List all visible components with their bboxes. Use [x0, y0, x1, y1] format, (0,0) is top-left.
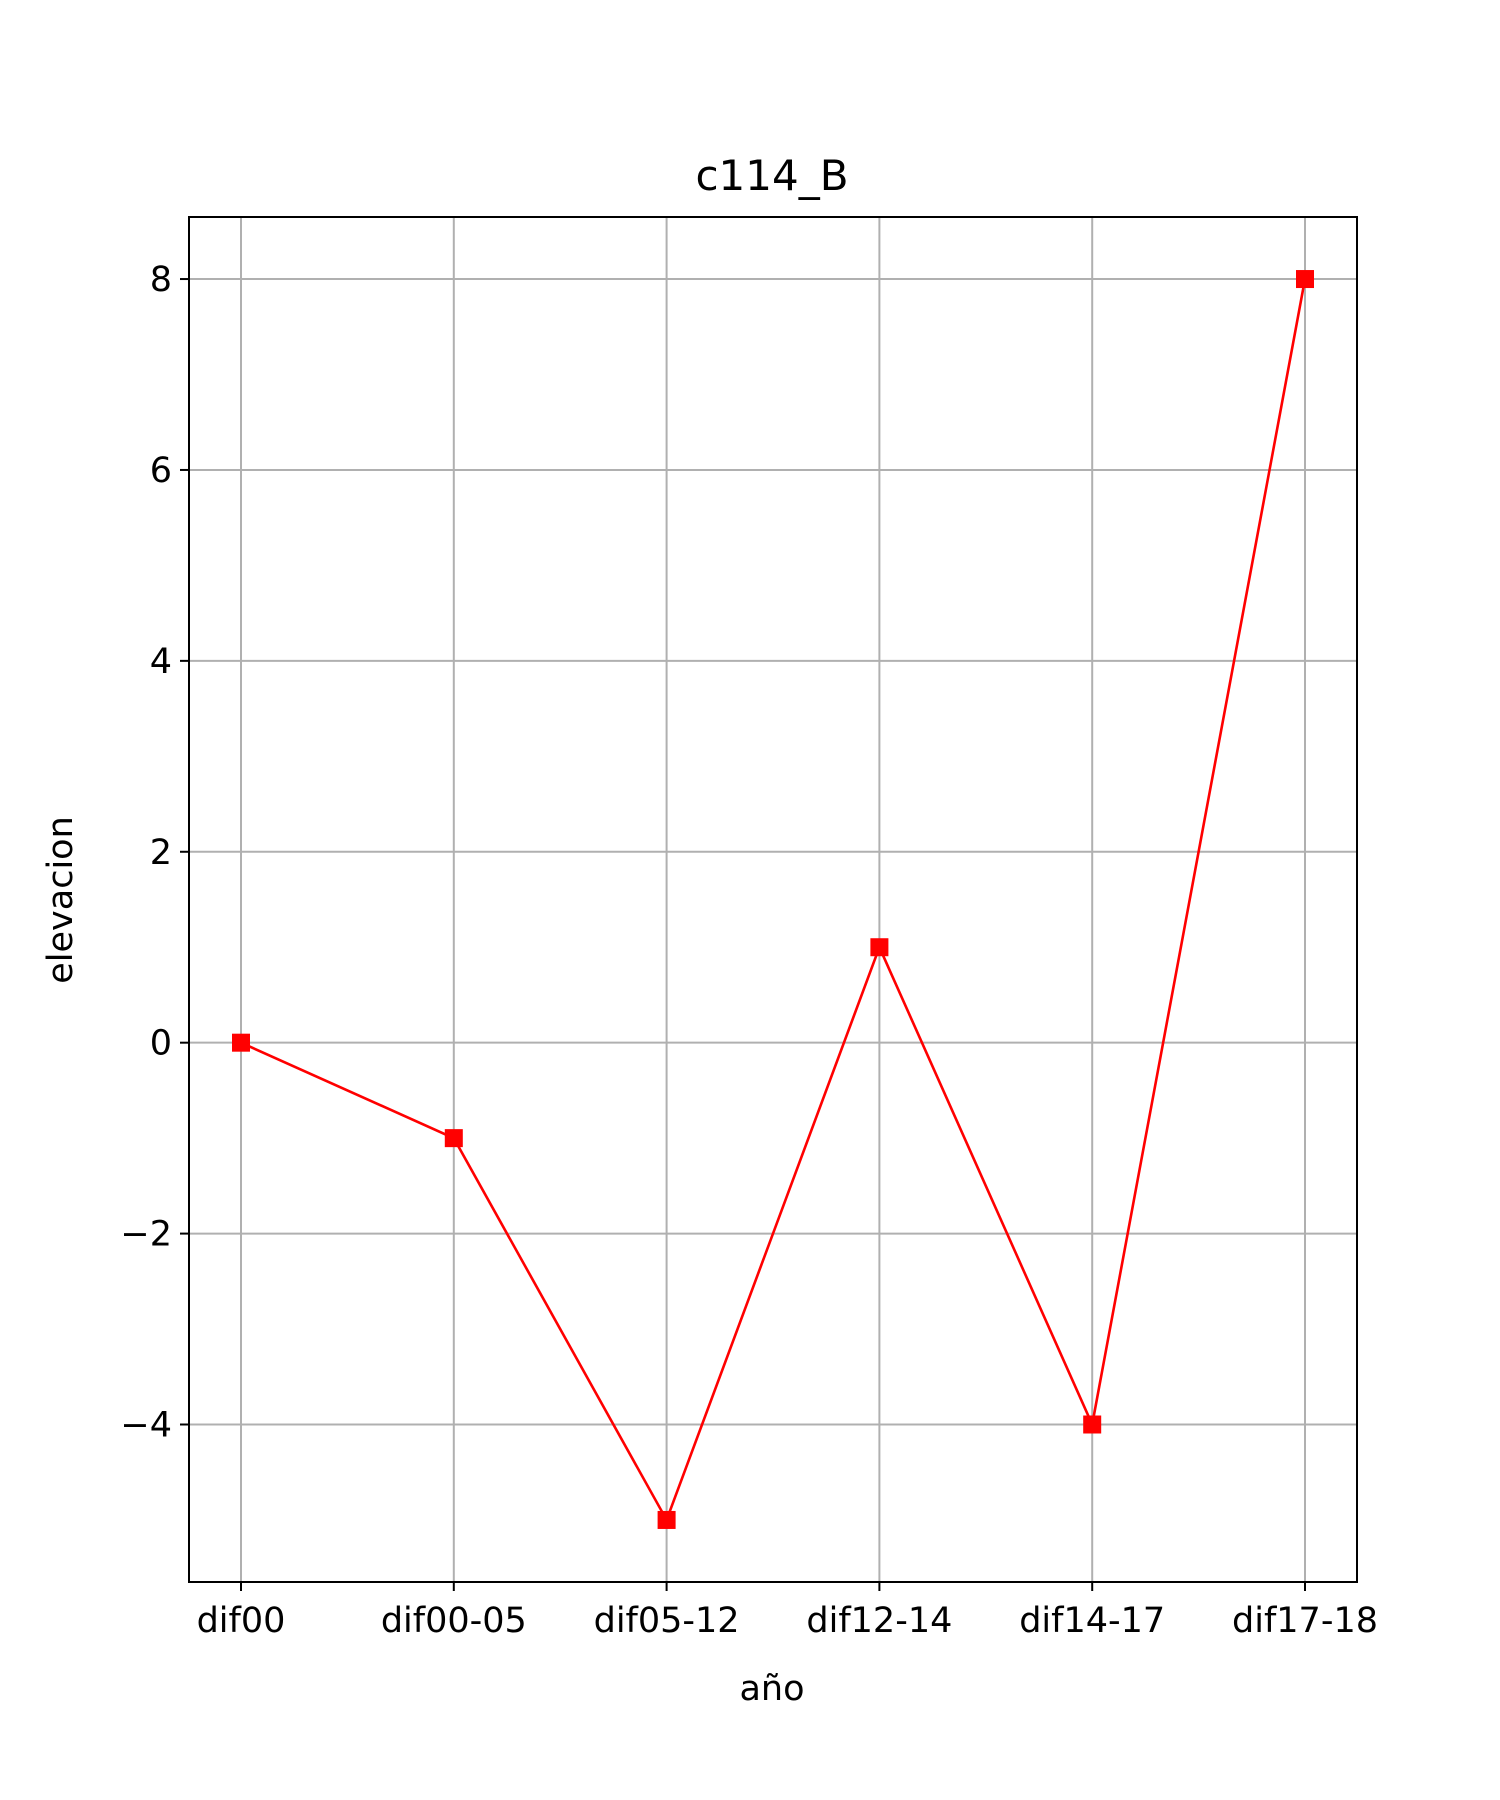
x-tick-label: dif00-05 — [381, 1601, 527, 1641]
y-tick-label: −2 — [120, 1215, 172, 1255]
data-point — [444, 1129, 463, 1148]
x-tick-label: dif00 — [197, 1601, 286, 1641]
series-line — [240, 278, 1307, 1524]
y-tick-label: −4 — [120, 1406, 172, 1446]
data-point — [1296, 270, 1314, 289]
series-layer — [232, 270, 1314, 1529]
data-point — [232, 1033, 250, 1052]
data-point — [657, 1510, 676, 1529]
x-tick-label: dif17-18 — [1232, 1601, 1378, 1641]
y-axis: −4 −2 0 2 4 6 8 — [120, 260, 189, 1446]
x-axis-label: año — [739, 1669, 804, 1709]
data-point — [1083, 1415, 1102, 1434]
x-tick-label: dif05-12 — [594, 1601, 740, 1641]
chart-title: c114_B — [695, 151, 848, 200]
x-tick-label: dif12-14 — [806, 1601, 952, 1641]
y-tick-label: 0 — [150, 1024, 172, 1064]
y-axis-label: elevacion — [41, 816, 81, 984]
plot-frame — [188, 216, 1358, 1583]
y-tick-label: 2 — [150, 833, 172, 873]
y-tick-label: 8 — [150, 260, 172, 300]
x-axis: dif00 dif00-05 dif05-12 dif12-14 dif14-17 dif… — [197, 1582, 1378, 1641]
grid-lines — [189, 217, 1357, 1582]
y-tick-label: 4 — [150, 642, 172, 682]
data-point — [870, 938, 889, 957]
y-tick-label: 6 — [150, 451, 172, 491]
x-tick-label: dif14-17 — [1019, 1601, 1165, 1641]
